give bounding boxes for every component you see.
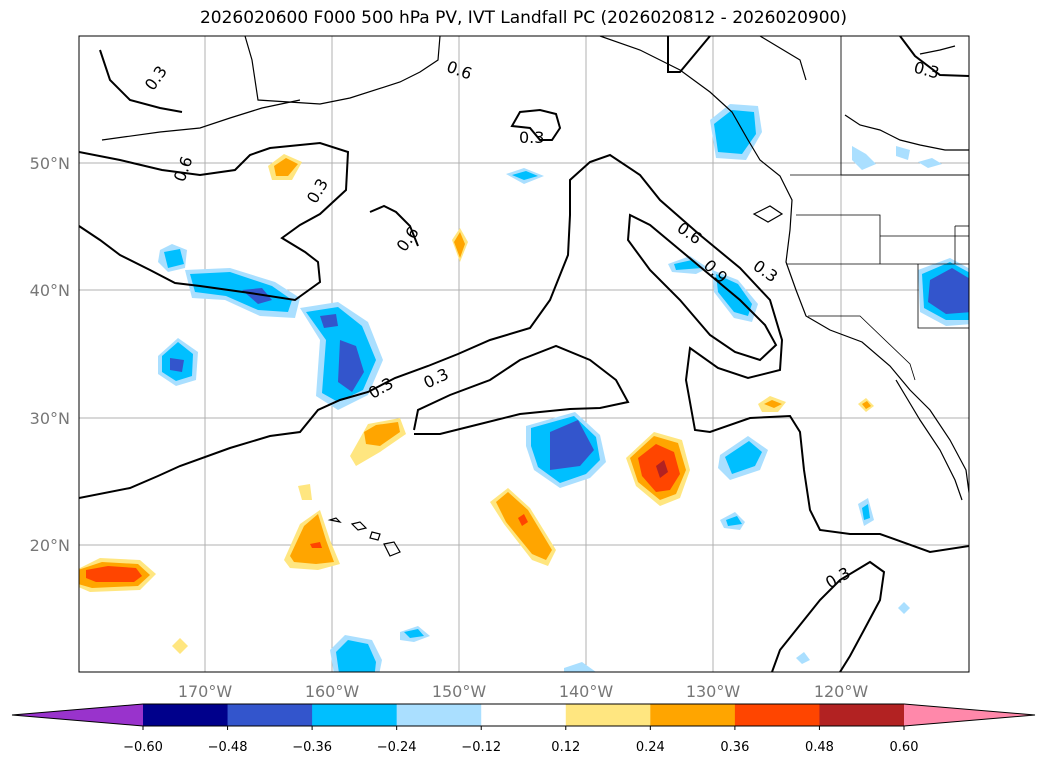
colorbar-segment <box>396 704 482 726</box>
contour-label: 0.3 <box>912 58 942 83</box>
lon-label: 170°W <box>178 682 233 701</box>
lat-label: 20°N <box>30 536 70 555</box>
contour-label: 0.6 <box>393 223 423 255</box>
colorbar-tick-label: 0.24 <box>636 740 665 755</box>
latitude-labels: 50°N 40°N 30°N 20°N <box>30 154 70 555</box>
contour-label: 0.3 <box>420 364 451 392</box>
colorbar-segment <box>227 704 313 726</box>
colorbar-tick-label: 0.60 <box>890 740 919 755</box>
neg-anomaly <box>714 110 756 154</box>
pos-anomaly <box>656 460 668 478</box>
pos-anomaly <box>518 514 528 526</box>
colorbar: −0.60 −0.48 −0.36 −0.24 −0.12 0.12 0.24 0.36 0.4… <box>11 703 1036 755</box>
colorbar-segment <box>143 704 229 726</box>
colorbar-segment <box>819 704 905 726</box>
neg-anomaly <box>170 358 184 372</box>
colorbar-segment <box>734 704 820 726</box>
colorbar-extend-left <box>12 704 143 726</box>
colorbar-segment <box>312 704 398 726</box>
contour-label: 0.3 <box>822 563 854 592</box>
neg-anomaly <box>918 158 942 168</box>
pos-anomaly <box>764 400 782 408</box>
pos-anomaly <box>496 492 552 560</box>
neg-anomaly <box>928 268 969 314</box>
colorbar-segment <box>650 704 736 726</box>
neg-anomaly <box>550 420 594 470</box>
lon-label: 150°W <box>432 682 487 701</box>
colorbar-tick-label: −0.48 <box>208 740 248 755</box>
pos-anomaly <box>86 566 142 582</box>
political-borders <box>786 36 969 381</box>
colorbar-tick-label: 0.36 <box>720 740 749 755</box>
neg-anomaly <box>338 340 364 392</box>
lat-label: 30°N <box>30 409 70 428</box>
neg-anomaly <box>164 249 184 268</box>
lon-label: 130°W <box>686 682 741 701</box>
pos-anomaly <box>364 422 400 446</box>
colorbar-extend-right <box>904 704 1035 726</box>
neg-anomaly <box>898 602 910 614</box>
map-frame <box>78 35 970 673</box>
contour-label: 0.3 <box>141 62 171 94</box>
contour-label: 0.3 <box>519 128 544 147</box>
pos-anomaly <box>172 638 188 654</box>
chart-title: 2026020600 F000 500 hPa PV, IVT Landfall… <box>199 8 847 28</box>
neg-anomaly <box>564 662 596 672</box>
colorbar-segment <box>481 704 567 726</box>
colorbar-tick-label: −0.24 <box>377 740 417 755</box>
neg-anomaly <box>796 652 810 664</box>
colorbar-tick-label: −0.36 <box>292 740 332 755</box>
pos-anomaly <box>298 484 312 500</box>
colorbar-tick-label: 0.48 <box>805 740 834 755</box>
lon-label: 140°W <box>559 682 614 701</box>
neg-anomaly <box>336 640 376 672</box>
contour-label: 0.3 <box>303 175 332 207</box>
lat-label: 40°N <box>30 281 70 300</box>
neg-anomaly <box>726 516 742 526</box>
neg-anomaly <box>896 146 910 160</box>
lon-label: 160°W <box>305 682 360 701</box>
longitude-labels: 170°W 160°W 150°W 140°W 130°W 120°W <box>178 682 869 701</box>
pos-anomaly <box>454 232 465 258</box>
colorbar-tick-label: −0.60 <box>123 740 163 755</box>
colorbar-tick-label: −0.12 <box>461 740 501 755</box>
contour-label: 0.6 <box>170 154 197 184</box>
lon-label: 120°W <box>814 682 869 701</box>
neg-anomaly <box>862 504 870 520</box>
contour-label: 0.6 <box>674 218 706 248</box>
filled-anomalies <box>79 104 969 672</box>
pos-anomaly <box>862 401 871 409</box>
contour-label: 0.3 <box>750 256 782 286</box>
coastlines <box>101 36 969 557</box>
pos-anomaly <box>274 158 298 176</box>
neg-anomaly <box>852 146 876 170</box>
colorbar-tick-label: 0.12 <box>551 740 580 755</box>
neg-anomaly <box>404 629 424 638</box>
neg-anomaly <box>512 171 538 180</box>
contour-label: 0.6 <box>444 57 474 84</box>
colorbar-segment <box>565 704 651 726</box>
neg-anomaly <box>725 441 762 474</box>
pos-anomaly <box>290 514 334 564</box>
neg-anomaly <box>320 314 338 328</box>
pv-contours <box>79 36 969 672</box>
lat-label: 50°N <box>30 154 70 173</box>
pos-anomaly <box>310 542 322 548</box>
